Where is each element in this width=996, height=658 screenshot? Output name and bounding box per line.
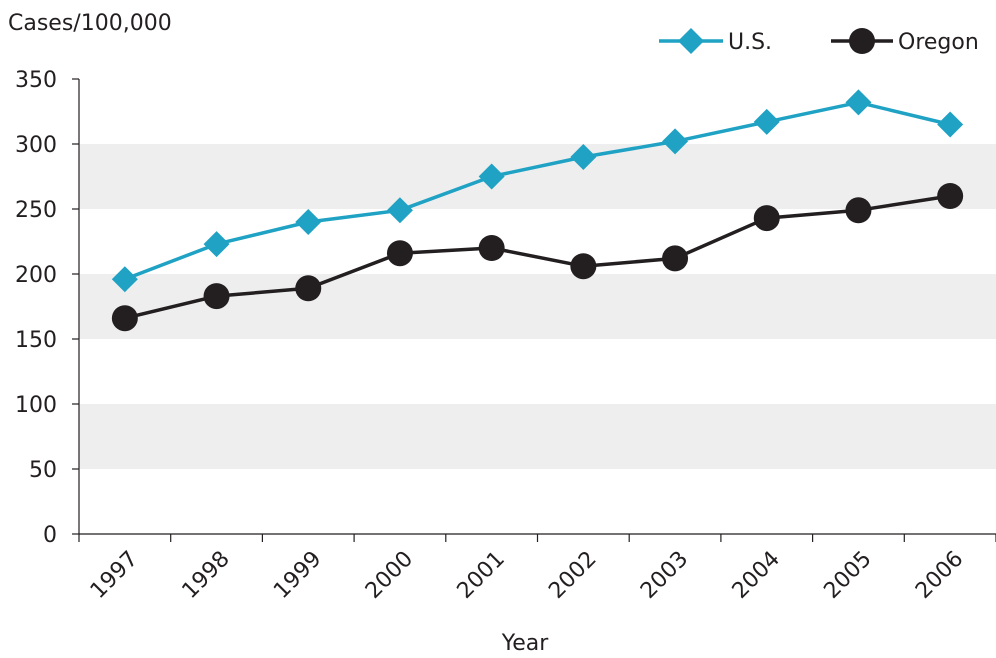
- legend-marker: [678, 28, 704, 54]
- legend: U.S. Oregon: [659, 28, 979, 55]
- series-u-s-point: [662, 128, 689, 155]
- x-tick-label: 1997: [86, 547, 143, 604]
- axes: [72, 78, 996, 542]
- y-tick-label: 200: [15, 263, 57, 288]
- x-tick-label: 1998: [178, 547, 235, 604]
- series-oregon-point: [753, 205, 780, 232]
- series-oregon: [111, 183, 964, 332]
- series-oregon-point: [845, 197, 872, 224]
- legend-marker: [849, 28, 875, 54]
- x-tick-label: 2003: [636, 547, 693, 604]
- y-tick-label: 50: [29, 458, 57, 483]
- y-tick-label: 100: [15, 393, 57, 418]
- y-tick-label: 250: [15, 198, 57, 223]
- x-tick-label: 2005: [819, 547, 876, 604]
- legend-item-oregon: Oregon: [831, 28, 979, 55]
- x-tick-label: 2001: [453, 547, 510, 604]
- x-tick-labels: 1997 1998 1999 2000 2001 2002 2003 2004 2005 2006: [86, 547, 969, 604]
- series-u-s-point: [937, 111, 964, 138]
- legend-label: U.S.: [728, 30, 772, 55]
- series-oregon-point: [295, 275, 322, 302]
- y-axis-title: Cases/100,000: [8, 11, 172, 36]
- x-tick-label: 2006: [911, 547, 968, 604]
- data-series: [111, 89, 964, 332]
- series-u-s-point: [295, 209, 322, 235]
- series-u-s-point: [845, 89, 872, 116]
- grid-band: [79, 274, 996, 339]
- grid-band: [79, 404, 996, 469]
- series-oregon-point: [570, 253, 597, 280]
- series-oregon-point: [478, 235, 505, 261]
- x-axis-title: Year: [501, 631, 550, 656]
- series-oregon-point: [937, 183, 964, 209]
- series-u-s-point: [753, 108, 780, 135]
- y-tick-label: 350: [15, 68, 57, 93]
- legend-label: Oregon: [898, 30, 979, 55]
- y-tick-label: 150: [15, 328, 57, 353]
- y-tick-label: 300: [15, 133, 57, 158]
- series-u-s-point: [570, 144, 597, 170]
- x-tick-label: 2002: [544, 547, 601, 604]
- series-u-s-line: [124, 100, 951, 281]
- series-u-s-point: [386, 197, 413, 224]
- series-oregon-line: [124, 194, 951, 320]
- y-tick-labels: 0 50 100 150 200 250 300 350: [15, 68, 57, 548]
- series-u-s: [111, 89, 964, 293]
- y-tick-label: 0: [43, 523, 57, 548]
- series-oregon-point: [662, 245, 689, 272]
- series-oregon-point: [111, 305, 138, 332]
- series-u-s-point: [111, 266, 138, 293]
- series-u-s-point: [478, 163, 505, 190]
- series-oregon-point: [203, 283, 230, 310]
- x-tick-label: 2000: [361, 547, 418, 604]
- legend-item-u-s: U.S.: [659, 28, 772, 55]
- x-tick-label: 2004: [728, 547, 785, 604]
- series-oregon-point: [386, 240, 413, 267]
- grid-band: [79, 144, 996, 209]
- series-u-s-point: [203, 231, 230, 258]
- grid-bands: [79, 144, 996, 469]
- x-tick-label: 1999: [269, 547, 326, 604]
